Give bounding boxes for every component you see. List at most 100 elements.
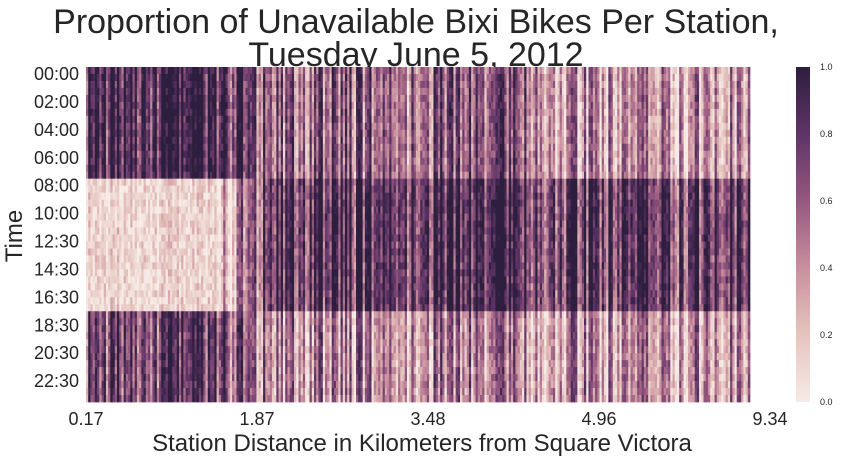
heatmap-cell [541,164,545,173]
heatmap-cell [617,73,620,82]
heatmap-cell [460,171,463,180]
heatmap-cell [473,178,476,186]
heatmap-cell [657,129,660,138]
heatmap-cell [648,164,651,173]
heatmap-cell [367,115,370,124]
heatmap-cell [90,115,93,124]
heatmap-cell [183,150,186,159]
heatmap-cell [645,164,649,173]
heatmap-cell [455,73,459,82]
heatmap-cell [632,73,636,82]
heatmap-cell [710,150,713,159]
heatmap-cell [535,171,538,180]
heatmap-cell [468,101,472,110]
heatmap-cell [747,157,751,166]
heatmap-cell [637,129,640,138]
heatmap-cell [147,67,151,75]
heatmap-cell [254,129,257,138]
heatmap-cell [156,136,160,145]
heatmap-cell [741,80,744,89]
heatmap-cell [362,157,366,166]
heatmap-cell [97,129,100,138]
heatmap-cell [229,80,233,89]
heatmap-cell [205,129,209,138]
heatmap-cell [221,94,224,103]
heatmap-cell [448,94,452,103]
heatmap-cell [387,122,390,131]
heatmap-cell [391,94,394,103]
heatmap-cell [252,157,255,166]
heatmap-cell [546,94,549,103]
heatmap-cell [121,150,124,159]
heatmap-cell [661,67,665,75]
heatmap-cell [422,115,425,124]
heatmap-cell [486,115,490,124]
heatmap-cell [595,150,598,159]
heatmap-cell [139,80,142,89]
heatmap-cell [592,157,596,166]
heatmap-cell [362,67,366,75]
heatmap-cell [566,101,569,110]
heatmap-cell [105,115,109,124]
heatmap-cell [515,101,518,110]
heatmap-cell [391,178,394,186]
heatmap-cell [152,115,155,124]
heatmap-cell [696,143,700,152]
heatmap-cell [674,108,678,117]
heatmap-cell [347,171,350,180]
heatmap-cell [630,108,634,117]
heatmap-cell [555,94,558,103]
heatmap-cell [128,171,131,180]
heatmap-cell [136,143,140,152]
heatmap-cell [318,101,321,110]
heatmap-cell [165,101,169,110]
heatmap-cell [553,73,556,82]
heatmap-cell [570,67,574,75]
heatmap-cell [143,115,147,124]
heatmap-cell [163,108,167,117]
heatmap-cell [225,67,228,75]
heatmap-cell [606,80,609,89]
heatmap-cell [712,129,715,138]
heatmap-cell [183,101,186,110]
heatmap-cell [161,87,164,96]
heatmap-cell [280,73,284,82]
heatmap-cell [579,150,583,159]
heatmap-cell [278,73,282,82]
heatmap-cell [318,122,321,131]
heatmap-cell [130,143,133,152]
heatmap-cell [205,122,209,131]
heatmap-cell [105,122,109,131]
heatmap-cell [548,129,552,138]
heatmap-cell [94,171,98,180]
heatmap-cell [497,157,501,166]
heatmap-cell [614,129,618,138]
heatmap-cell [422,171,425,180]
heatmap-cell [389,129,392,138]
heatmap-cell [174,94,178,103]
heatmap-cell [145,115,149,124]
heatmap-cell [344,115,348,124]
heatmap-cell [584,94,587,103]
heatmap-cell [685,115,689,124]
heatmap-cell [597,157,600,166]
heatmap-cell [581,122,585,131]
heatmap-cell [464,94,468,103]
heatmap-cell [143,136,147,145]
heatmap-cell [614,108,618,117]
heatmap-cell [152,164,155,173]
heatmap-cell [584,143,587,152]
heatmap-cell [287,143,290,152]
heatmap-cell [336,122,339,131]
heatmap-cell [86,115,89,124]
heatmap-cell [522,101,525,110]
heatmap-cell [535,73,538,82]
heatmap-cell [617,122,620,131]
heatmap-cell [738,87,742,96]
heatmap-cell [269,150,273,159]
heatmap-cell [426,115,430,124]
heatmap-cell [300,101,304,110]
heatmap-cell [526,87,530,96]
heatmap-cell [743,115,746,124]
heatmap-cell [484,108,487,117]
